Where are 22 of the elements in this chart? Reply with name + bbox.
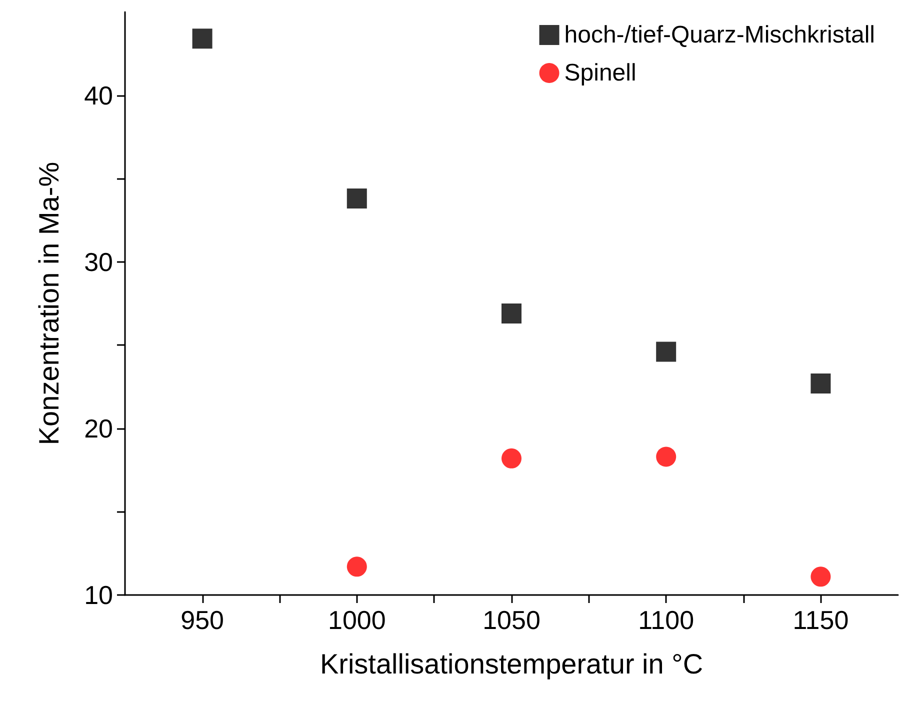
point <box>192 28 212 49</box>
x-tick-label: 1050 <box>482 605 540 635</box>
x-tick-label: 1100 <box>638 605 694 635</box>
y-tick-label: 10 <box>84 580 113 610</box>
point <box>346 188 367 209</box>
y-axis-title: Konzentration in Ma-% <box>34 162 64 446</box>
point <box>502 303 522 324</box>
point <box>810 373 831 394</box>
legend-label: hoch-/tief-Quarz-Mischkristall <box>564 22 875 48</box>
y-tick-label: 40 <box>84 80 113 110</box>
point <box>656 446 676 467</box>
point <box>346 556 367 577</box>
x-tick-label: 1150 <box>792 605 849 635</box>
x-axis-title: Kristallisationstemperatur in °C <box>320 648 704 680</box>
y-tick-label: 20 <box>84 413 113 444</box>
point <box>810 566 831 587</box>
point <box>502 448 522 468</box>
x-tick-label: 950 <box>180 605 224 635</box>
x-tick-label: 1000 <box>328 605 386 635</box>
point <box>656 342 676 362</box>
legend-label: Spinell <box>564 60 636 86</box>
y-tick-label: 30 <box>84 246 113 277</box>
